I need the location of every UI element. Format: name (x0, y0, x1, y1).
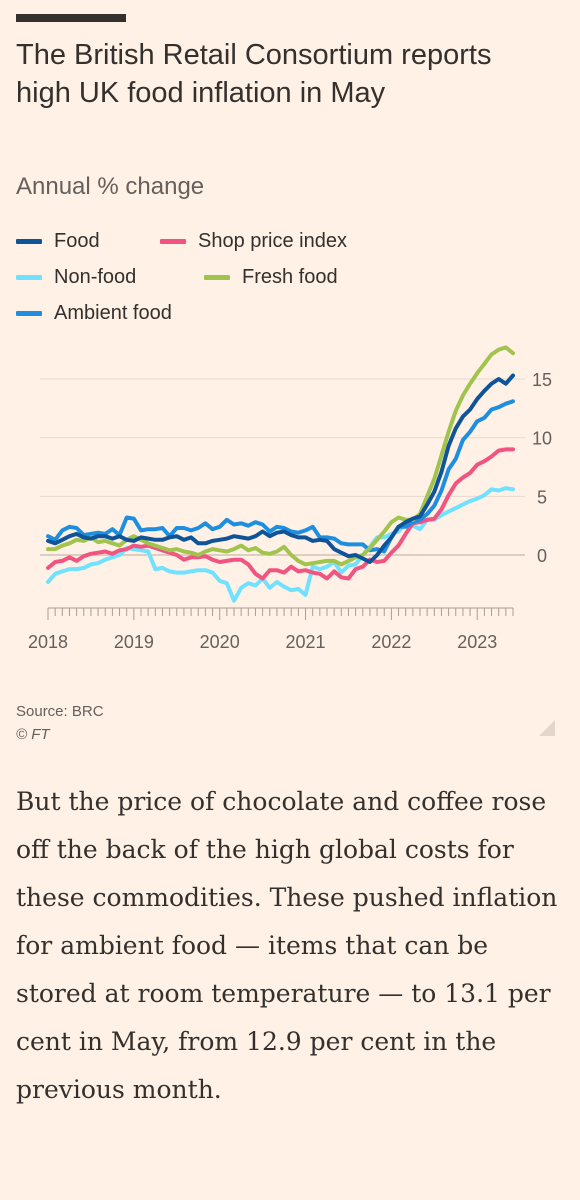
legend-swatch-ambient-food (16, 311, 42, 316)
copyright-note: © FT (16, 726, 50, 743)
expand-corner-icon[interactable] (537, 718, 557, 738)
legend-swatch-food (16, 239, 42, 244)
x-tick-label-2022: 2022 (371, 632, 411, 652)
series-line-ambient-food (46, 399, 515, 554)
legend-item-food: Food (16, 230, 100, 253)
x-tick-label-2018: 2018 (28, 632, 68, 652)
x-tick-label-2019: 2019 (114, 632, 154, 652)
y-tick-label-10: 10 (532, 429, 552, 449)
y-tick-label-0: 0 (537, 546, 547, 566)
legend-item-ambient-food: Ambient food (16, 302, 172, 325)
legend-label-ambient-food: Ambient food (54, 302, 172, 324)
chart-legend: Food Shop price index Non-food Fresh foo… (16, 228, 556, 338)
legend-swatch-shop-price-index (160, 239, 186, 244)
series-line-food (46, 373, 515, 564)
legend-swatch-fresh-food (204, 275, 230, 280)
legend-item-fresh-food: Fresh food (204, 266, 338, 289)
legend-label-shop-price-index: Shop price index (198, 230, 347, 252)
legend-item-shop-price-index: Shop price index (160, 230, 347, 253)
legend-label-food: Food (54, 230, 100, 252)
legend-item-non-food: Non-food (16, 266, 136, 289)
chart-title: The British Retail Consortium reports hi… (16, 39, 492, 109)
header-accent-bar (16, 14, 126, 22)
source-note: Source: BRC (16, 703, 104, 720)
line-chart: 15 10 5 0 2018 2019 2020 2021 2022 2023 (28, 345, 552, 652)
legend-swatch-non-food (16, 275, 42, 280)
legend-label-non-food: Non-food (54, 266, 137, 288)
chart-footer: Source: BRC © FT (16, 700, 104, 746)
x-tick-label-2021: 2021 (286, 632, 326, 652)
y-tick-label-15: 15 (532, 370, 552, 390)
chart-subtitle: Annual % change (16, 173, 205, 200)
series-line-shop-price-index (46, 447, 515, 581)
article-paragraph: But the price of chocolate and coffee ro… (16, 787, 558, 1104)
x-tick-label-2023: 2023 (457, 632, 497, 652)
legend-label-fresh-food: Fresh food (242, 266, 338, 288)
y-tick-label-5: 5 (537, 487, 547, 507)
x-tick-label-2020: 2020 (200, 632, 240, 652)
